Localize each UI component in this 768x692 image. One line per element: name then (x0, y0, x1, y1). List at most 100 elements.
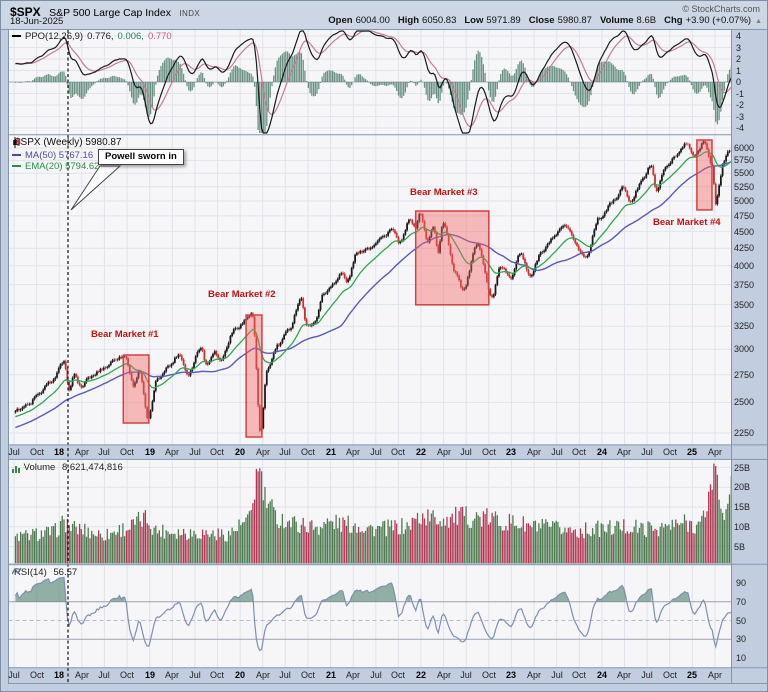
bear-market-label: Bear Market #2 (208, 289, 276, 300)
rsi-ytick: 30 (736, 634, 747, 644)
ppo-value: 0.776, (87, 31, 114, 42)
quote-value: 6004.00 (355, 15, 390, 26)
price-ytick: 2250 (734, 428, 755, 438)
price-ytick: 5500 (734, 168, 755, 178)
rsi-ytick: 50 (736, 616, 747, 626)
exchange-tag: INDX (179, 9, 201, 18)
ppo-ytick: 2 (736, 54, 742, 64)
xaxis-label: Jul (460, 670, 472, 680)
xaxis-label: 19 (144, 447, 156, 457)
ma50-label: MA(50) 5767.16 (25, 150, 94, 161)
xaxis-label: 18 (53, 447, 65, 457)
volume-value: 8,621,474,816 (61, 462, 123, 473)
ppo-ytick: -2 (736, 100, 745, 110)
xaxis-label: Apr (164, 670, 180, 680)
ppo-signal-value: 0.770 (147, 31, 172, 42)
xaxis-label: Jul (8, 670, 20, 680)
price-ytick: 4500 (734, 227, 755, 237)
xaxis-label: 24 (596, 447, 608, 457)
xaxis-label: Apr (616, 670, 632, 680)
ppo-ytick: 3 (736, 43, 742, 53)
xaxis-label: Jul (551, 447, 563, 457)
xaxis-label: 21 (325, 447, 337, 457)
volume-ytick: 25B (734, 463, 751, 473)
rsi-value: 56.57 (53, 567, 78, 578)
xaxis-label: Apr (74, 670, 90, 680)
xaxis-label: 19 (144, 670, 156, 680)
price-ytick: 3000 (734, 344, 755, 354)
xaxis-label: 24 (596, 670, 608, 680)
rsi-legend: RSI(14) 56.57 (12, 567, 77, 578)
xaxis-label: Jul (641, 447, 653, 457)
price-ytick: 4750 (734, 211, 755, 221)
rsi-ytick: 70 (736, 597, 747, 607)
ppo-ytick: -4 (736, 123, 745, 133)
xaxis-label: 22 (415, 447, 427, 457)
ppo-ytick: -3 (736, 112, 745, 122)
symbol: $SPX (10, 5, 41, 19)
price-ytick: 2500 (734, 397, 755, 407)
quote-value: 6050.83 (422, 15, 457, 26)
ema20-label: EMA(20) 5794.62 (25, 161, 100, 172)
series-label: $SPX (Weekly) 5980.87 (15, 137, 122, 148)
volume-ytick: 20B (734, 482, 751, 492)
ma50-swatch-icon (12, 154, 21, 157)
xaxis-label: Apr (436, 670, 452, 680)
volume-label: Volume (23, 462, 56, 473)
powell-callout: Powell sworn in (98, 149, 184, 165)
xaxis-label: Oct (300, 670, 316, 680)
xaxis-label: Jul (370, 447, 382, 457)
volume-ytick: 5B (734, 542, 746, 552)
xaxis-label: Apr (74, 447, 90, 457)
xaxis-label: Jul (189, 670, 201, 680)
xaxis-label: Oct (119, 447, 135, 457)
stockcharts-credit: © StockCharts.com (682, 4, 760, 14)
xaxis-label: Oct (390, 447, 406, 457)
xaxis-label: Oct (571, 447, 587, 457)
xaxis-label: Apr (436, 447, 452, 457)
quote-label: Open (328, 15, 353, 26)
quote-value: 5971.89 (486, 15, 521, 26)
ppo-label: PPO(12,26,9) (25, 31, 84, 42)
rsi-label: RSI(14) (14, 567, 47, 578)
bear-market-label: Bear Market #4 (653, 217, 721, 228)
bear-market-label: Bear Market #1 (91, 329, 159, 340)
ppo-ytick: 0 (736, 77, 742, 87)
quote-label: Chg (664, 15, 683, 26)
xaxis-label: Oct (209, 670, 225, 680)
xaxis-label: Jul (460, 447, 472, 457)
xaxis-label: Apr (526, 447, 542, 457)
xaxis-label: Jul (8, 447, 20, 457)
change-up-icon: ▲ (755, 18, 762, 25)
xaxis-label: Oct (662, 447, 678, 457)
quote-label: Close (528, 15, 555, 26)
xaxis-label: Jul (279, 670, 291, 680)
volume-bars-icon (12, 462, 21, 473)
ppo-ytick: 1 (736, 66, 742, 76)
ppo-line-swatch-icon (12, 35, 21, 38)
ppo-ytick: 4 (736, 31, 742, 41)
xaxis-label: 20 (234, 670, 246, 680)
xaxis-label: Apr (345, 447, 361, 457)
xaxis-label: Oct (481, 670, 497, 680)
xaxis-label: Oct (300, 447, 316, 457)
ema20-swatch-icon (12, 165, 21, 168)
quote-label: High (397, 15, 420, 26)
volume-legend: Volume 8,621,474,816 (12, 462, 123, 473)
xaxis-label: Jul (189, 447, 201, 457)
xaxis-label: Apr (526, 670, 542, 680)
xaxis-label: Apr (616, 447, 632, 457)
ppo-legend: PPO(12,26,9) 0.776, 0.006, 0.770 (12, 31, 172, 42)
price-ytick: 4000 (734, 261, 755, 271)
header-title-row: $SPX S&P 500 Large Cap Index INDX (10, 3, 200, 21)
xaxis-label: Oct (390, 670, 406, 680)
price-ytick: 3750 (734, 280, 755, 290)
xaxis-label: 23 (505, 670, 517, 680)
chart-date: 18-Jun-2025 (10, 16, 64, 27)
rsi-ytick: 90 (736, 578, 747, 588)
xaxis-label: Oct (481, 447, 497, 457)
quote-row: Open 6004.00 High 6050.83 Low 5971.89 Close 598… (320, 15, 762, 26)
xaxis-label: 22 (415, 670, 427, 680)
rsi-ytick: 10 (736, 653, 747, 663)
